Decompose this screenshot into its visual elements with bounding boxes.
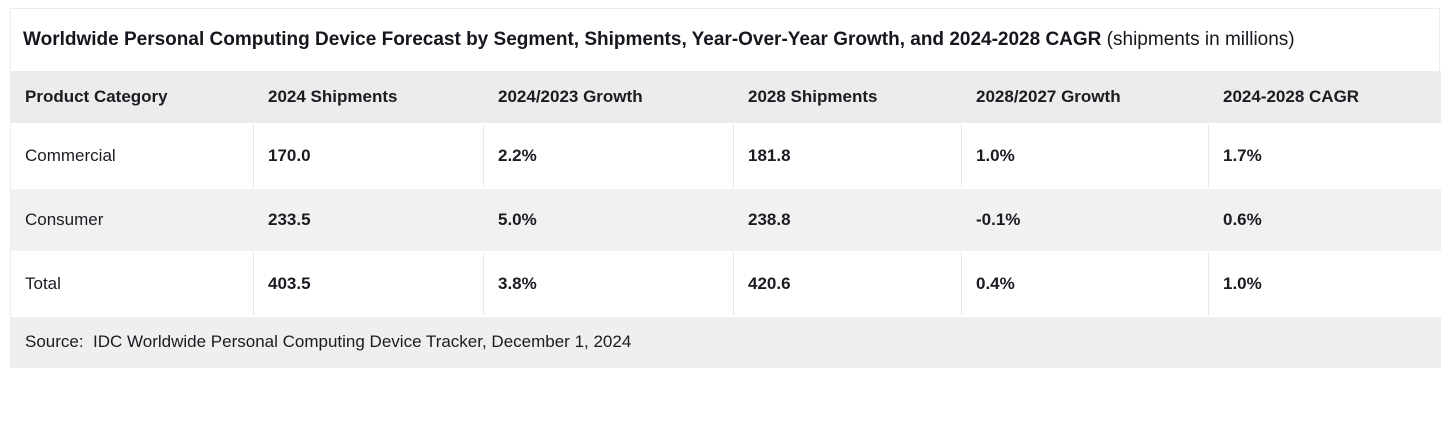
column-header-product-category: Product Category (11, 71, 254, 123)
source-row: Source: IDC Worldwide Personal Computing… (11, 315, 1441, 367)
value-cell: 0.4% (962, 251, 1209, 315)
column-header-2028-shipments: 2028 Shipments (734, 71, 962, 123)
category-cell: Consumer (11, 187, 254, 251)
category-cell: Total (11, 251, 254, 315)
category-cell: Commercial (11, 123, 254, 187)
value-cell: 181.8 (734, 123, 962, 187)
value-cell: 403.5 (254, 251, 484, 315)
table-row-total: Total 403.5 3.8% 420.6 0.4% 1.0% (11, 251, 1441, 315)
value-cell: 1.7% (1209, 123, 1441, 187)
value-cell: -0.1% (962, 187, 1209, 251)
value-cell: 5.0% (484, 187, 734, 251)
column-header-2024-2028-cagr: 2024-2028 CAGR (1209, 71, 1441, 123)
table-title-units-note: (shipments in millions) (1101, 29, 1295, 50)
value-cell: 420.6 (734, 251, 962, 315)
column-header-2028-2027-growth: 2028/2027 Growth (962, 71, 1209, 123)
value-cell: 2.2% (484, 123, 734, 187)
value-cell: 1.0% (962, 123, 1209, 187)
forecast-table-card: Worldwide Personal Computing Device Fore… (10, 8, 1441, 368)
table-row-commercial: Commercial 170.0 2.2% 181.8 1.0% 1.7% (11, 123, 1441, 187)
header-row: Product Category 2024 Shipments 2024/202… (11, 71, 1441, 123)
value-cell: 170.0 (254, 123, 484, 187)
value-cell: 238.8 (734, 187, 962, 251)
value-cell: 1.0% (1209, 251, 1441, 315)
table-title: Worldwide Personal Computing Device Fore… (11, 9, 1439, 71)
forecast-table: Product Category 2024 Shipments 2024/202… (11, 71, 1441, 367)
table-title-main: Worldwide Personal Computing Device Fore… (23, 29, 1102, 50)
column-header-2024-2023-growth: 2024/2023 Growth (484, 71, 734, 123)
source-text: Source: IDC Worldwide Personal Computing… (11, 315, 1441, 367)
column-header-2024-shipments: 2024 Shipments (254, 71, 484, 123)
table-row-consumer: Consumer 233.5 5.0% 238.8 -0.1% 0.6% (11, 187, 1441, 251)
value-cell: 0.6% (1209, 187, 1441, 251)
value-cell: 233.5 (254, 187, 484, 251)
value-cell: 3.8% (484, 251, 734, 315)
